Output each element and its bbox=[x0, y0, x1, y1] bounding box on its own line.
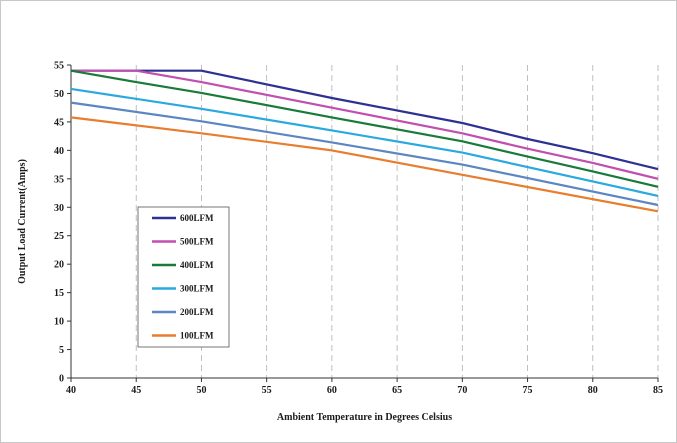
x-tick-label: 80 bbox=[588, 385, 598, 396]
y-tick-label: 40 bbox=[54, 146, 64, 157]
x-tick-label: 45 bbox=[131, 385, 141, 396]
x-tick-label: 70 bbox=[457, 385, 467, 396]
y-tick-label: 50 bbox=[54, 89, 64, 100]
y-tick-label: 5 bbox=[59, 345, 64, 356]
legend-label-500lfm: 500LFM bbox=[180, 237, 214, 247]
legend-box bbox=[137, 206, 230, 348]
x-tick-label: 65 bbox=[392, 385, 402, 396]
x-tick-label: 55 bbox=[262, 385, 272, 396]
x-tick-label: 75 bbox=[523, 385, 533, 396]
y-tick-label: 20 bbox=[54, 260, 64, 271]
y-axis-title: Output Load Current(Amps) bbox=[17, 159, 28, 284]
y-tick-label: 35 bbox=[54, 174, 64, 185]
legend-label-400lfm: 400LFM bbox=[180, 260, 214, 270]
legend: 600LFM 500LFM 400LFM 300LFM 200LFM 100LFM bbox=[137, 206, 230, 348]
y-tick-label: 0 bbox=[59, 374, 64, 385]
series-line-400lfm bbox=[70, 69, 659, 188]
axes bbox=[67, 64, 659, 382]
y-tick-label: 30 bbox=[54, 203, 64, 214]
legend-label-100lfm: 100LFM bbox=[180, 331, 214, 341]
x-tick-label: 60 bbox=[327, 385, 337, 396]
data-series bbox=[70, 69, 659, 213]
legend-label-200lfm: 200LFM bbox=[180, 307, 214, 317]
x-tick-label: 40 bbox=[66, 385, 76, 396]
y-tick-label: 10 bbox=[54, 317, 64, 328]
tick-labels: 0 5 10 15 20 25 30 35 40 45 50 55 40 45 50 55 60 65 70 75 80… bbox=[54, 61, 663, 397]
y-tick-label: 45 bbox=[54, 117, 64, 128]
x-tick-label: 50 bbox=[196, 385, 206, 396]
legend-label-600lfm: 600LFM bbox=[180, 213, 214, 223]
y-tick-label: 55 bbox=[54, 61, 64, 72]
series-line-600lfm bbox=[71, 69, 659, 171]
x-axis-title: Ambient Temperature in Degrees Celsius bbox=[277, 412, 452, 423]
legend-label-300lfm: 300LFM bbox=[180, 284, 214, 294]
x-tick-label: 85 bbox=[653, 385, 663, 396]
series-line-100lfm bbox=[70, 116, 659, 213]
series-line-200lfm bbox=[70, 101, 659, 207]
y-tick-label: 25 bbox=[54, 231, 64, 242]
y-tick-label: 15 bbox=[54, 288, 64, 299]
series-line-300lfm bbox=[70, 87, 659, 197]
series-line-500lfm bbox=[71, 69, 659, 180]
